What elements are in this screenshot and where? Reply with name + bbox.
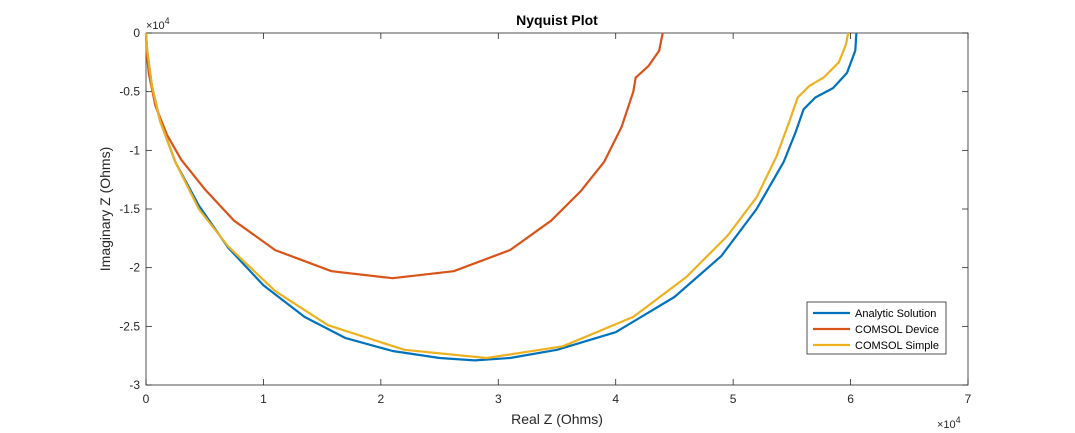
- x-tick-label: 4: [612, 392, 619, 406]
- legend-label-comsol-device: COMSOL Device: [855, 324, 939, 336]
- y-tick-label: -0.5: [119, 85, 140, 99]
- x-exponent-base: ×10: [937, 419, 956, 431]
- x-tick-label: 2: [378, 392, 385, 406]
- y-tick-label: -2: [129, 261, 140, 275]
- x-tick-label: 7: [965, 392, 972, 406]
- series-group: [144, 32, 858, 362]
- x-tick-label: 3: [495, 392, 502, 406]
- legend-label-analytic-solution: Analytic Solution: [855, 308, 936, 320]
- x-tick-label: 0: [143, 392, 150, 406]
- y-tick-label: -3: [129, 378, 140, 392]
- y-axis-exponent: ×104: [146, 16, 170, 32]
- svg-text:×104: ×104: [146, 16, 170, 32]
- x-exponent-power: 4: [956, 415, 961, 425]
- x-tick-label: 6: [847, 392, 854, 406]
- y-exponent-power: 4: [165, 16, 170, 26]
- legend: Analytic Solution COMSOL Device COMSOL Sim…: [806, 301, 947, 355]
- y-axis-label: Imaginary Z (Ohms): [97, 147, 113, 271]
- y-exponent-base: ×10: [146, 20, 165, 32]
- series-line-comsol-simple: [144, 32, 850, 360]
- chart-title: Nyquist Plot: [516, 12, 598, 28]
- y-axis: -3 -2.5 -2 -1.5 -1 -0.5 0: [119, 26, 968, 392]
- legend-label-comsol-simple: COMSOL Simple: [855, 340, 939, 352]
- y-tick-label: -1.5: [119, 202, 140, 216]
- x-axis-label: Real Z (Ohms): [511, 411, 603, 427]
- y-tick-label: -1: [129, 143, 140, 157]
- y-tick-label: -2.5: [119, 319, 140, 333]
- x-axis-exponent: ×104: [937, 415, 961, 431]
- svg-text:×104: ×104: [937, 415, 961, 431]
- series-line-comsol-device: [144, 32, 664, 280]
- y-tick-label: 0: [133, 26, 140, 40]
- x-tick-label: 1: [260, 392, 267, 406]
- x-tick-label: 5: [730, 392, 737, 406]
- x-axis: 0 1 2 3 4 5 6 7: [143, 33, 972, 406]
